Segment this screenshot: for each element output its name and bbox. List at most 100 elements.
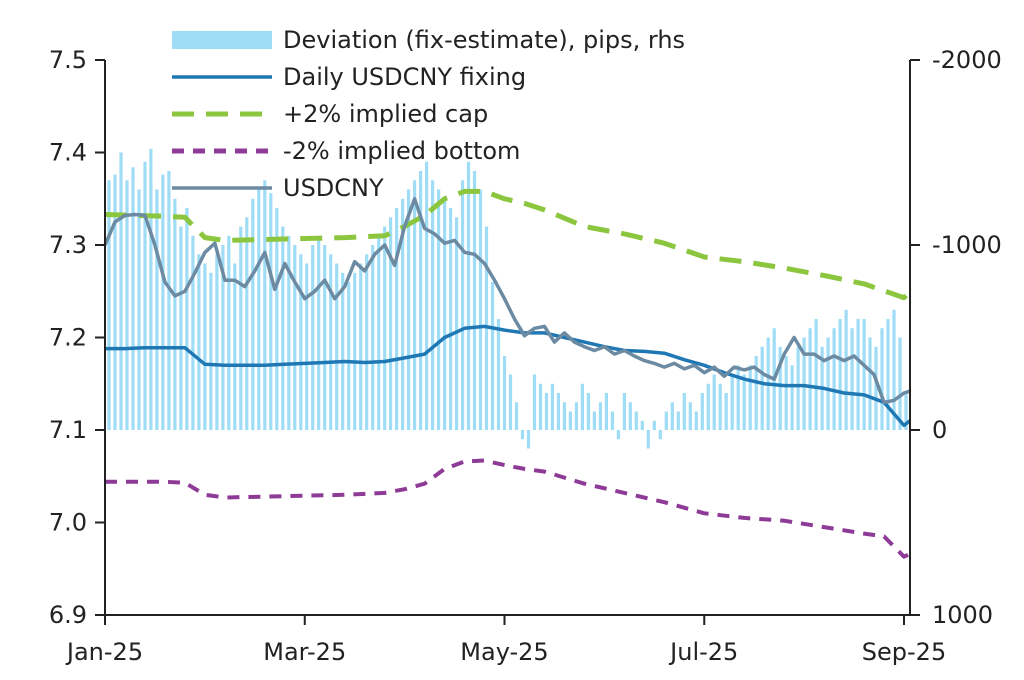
deviation-bar — [137, 189, 141, 430]
left-tick-label: 7.1 — [49, 416, 87, 444]
deviation-bar — [245, 217, 249, 431]
deviation-bar — [299, 254, 303, 431]
deviation-bar — [293, 245, 297, 430]
deviation-bar — [856, 319, 860, 430]
deviation-bar — [191, 235, 195, 431]
x-tick-label: Mar-25 — [263, 638, 346, 666]
deviation-bar — [652, 420, 656, 431]
deviation-bar — [335, 263, 339, 430]
deviation-bar — [694, 411, 698, 430]
deviation-bar — [478, 189, 483, 430]
deviation-bar — [664, 411, 668, 430]
legend-label: Deviation (fix-estimate), pips, rhs — [283, 26, 685, 54]
deviation-bar — [215, 254, 219, 431]
deviation-bar — [263, 180, 267, 431]
x-tick-label: May-25 — [460, 638, 548, 666]
deviation-bar — [688, 402, 692, 431]
deviation-bar — [736, 365, 740, 431]
deviation-bar — [131, 167, 135, 431]
deviation-bar — [814, 319, 818, 430]
left-tick-label: 6.9 — [49, 601, 87, 629]
deviation-bar — [562, 402, 566, 431]
series-lines — [103, 188, 912, 559]
axes: 6.9 7.0 7.1 7.2 7.3 7.4 7.5 1000 0 -1000 -2000 Jan-… — [49, 46, 1002, 666]
deviation-bar — [844, 309, 848, 431]
deviation-bar — [466, 161, 471, 431]
deviation-bar — [461, 180, 465, 431]
deviation-bar — [892, 309, 896, 431]
right-tick-label: 1000 — [932, 601, 993, 629]
deviation-bar — [658, 430, 662, 440]
deviation-bar — [496, 319, 501, 430]
deviation-bar — [203, 263, 207, 430]
deviation-bar — [425, 161, 429, 431]
deviation-bar — [269, 193, 273, 430]
legend-label: +2% implied cap — [283, 100, 488, 128]
deviation-bar — [556, 393, 560, 430]
deviation-bar — [850, 328, 854, 430]
deviation-bar — [472, 171, 477, 430]
deviation-bar — [371, 245, 375, 430]
right-tick-label: -2000 — [932, 46, 1002, 74]
deviation-bar — [598, 402, 602, 431]
deviation-bar — [353, 272, 357, 431]
deviation-bar — [173, 198, 177, 431]
deviation-bar — [239, 226, 243, 430]
deviation-bar — [221, 245, 225, 430]
deviation-bar — [538, 383, 543, 431]
deviation-bar — [365, 254, 369, 431]
deviation-bar — [317, 235, 321, 431]
legend-label: USDCNY — [283, 174, 384, 202]
deviation-bar — [311, 245, 315, 430]
deviation-bar — [580, 383, 584, 431]
legend-swatch-bar — [172, 31, 272, 49]
deviation-bars — [107, 148, 908, 449]
deviation-bar — [395, 208, 399, 430]
deviation-bar — [167, 171, 171, 430]
deviation-bar — [383, 226, 387, 430]
deviation-bar — [419, 171, 423, 430]
legend-label: Daily USDCNY fixing — [283, 63, 526, 91]
deviation-bar — [323, 245, 327, 430]
deviation-bar — [149, 148, 153, 431]
deviation-bar — [431, 180, 435, 431]
deviation-bar — [389, 217, 393, 431]
deviation-bar — [227, 235, 231, 431]
deviation-bar — [401, 198, 405, 431]
legend-label: -2% implied bottom — [283, 137, 520, 165]
deviation-bar — [329, 254, 333, 431]
deviation-bar — [209, 272, 213, 431]
deviation-bar — [359, 263, 363, 430]
deviation-bar — [904, 393, 908, 430]
deviation-bar — [826, 337, 830, 430]
deviation-bar — [161, 174, 165, 430]
deviation-bar — [604, 393, 608, 430]
deviation-bar — [760, 346, 764, 431]
deviation-bar — [622, 393, 626, 430]
bottom-line — [105, 458, 911, 559]
deviation-bar — [706, 383, 710, 431]
legend: Deviation (fix-estimate), pips, rhs Daily… — [172, 26, 685, 202]
deviation-bar — [155, 189, 159, 430]
deviation-bar — [712, 374, 716, 430]
fixing-line — [105, 324, 912, 428]
deviation-bar — [449, 208, 453, 430]
deviation-bar — [724, 393, 728, 430]
deviation-bar — [574, 402, 578, 431]
deviation-bar — [778, 346, 782, 431]
deviation-bar — [143, 161, 147, 431]
deviation-bar — [377, 235, 381, 431]
left-tick-label: 7.0 — [49, 509, 87, 537]
left-tick-label: 7.3 — [49, 231, 87, 259]
usdcny-line — [103, 197, 911, 405]
deviation-bar — [862, 319, 866, 430]
deviation-bar — [508, 374, 513, 430]
deviation-bar — [808, 328, 812, 430]
deviation-bar — [257, 189, 261, 430]
right-tick-label: 0 — [932, 416, 947, 444]
deviation-bar — [718, 383, 722, 431]
deviation-bar — [628, 402, 632, 431]
deviation-bar — [526, 430, 531, 449]
deviation-bar — [868, 337, 872, 430]
